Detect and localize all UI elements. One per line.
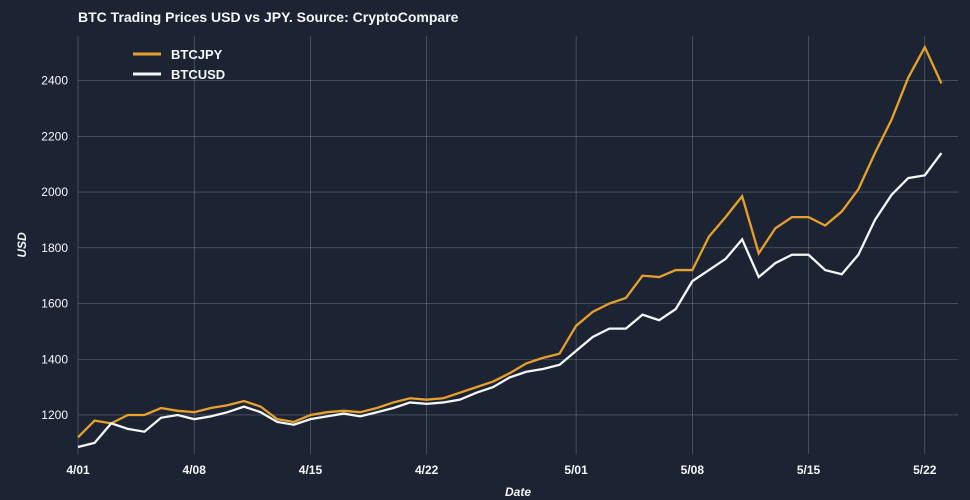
series-line-btcusd xyxy=(78,153,941,447)
x-axis-label: Date xyxy=(505,485,531,499)
y-tick-label: 1400 xyxy=(41,352,68,366)
y-tick-label: 2000 xyxy=(41,185,68,199)
y-tick-label: 2200 xyxy=(41,129,68,143)
chart-svg: 1200 1400 1600 1800 2000 2200 2400 4/01 4/08 4/15… xyxy=(0,0,970,500)
y-tick-label: 1600 xyxy=(41,297,68,311)
x-tick-label: 4/15 xyxy=(299,463,323,477)
x-tick-label: 5/15 xyxy=(797,463,821,477)
series-line-btcjpy xyxy=(78,47,941,437)
chart-title: BTC Trading Prices USD vs JPY. Source: C… xyxy=(78,9,459,25)
btc-price-chart: 1200 1400 1600 1800 2000 2200 2400 4/01 4/08 4/15… xyxy=(0,0,970,500)
y-tick-label: 1800 xyxy=(41,241,68,255)
x-tick-label: 5/01 xyxy=(564,463,588,477)
x-tick-label: 4/22 xyxy=(415,463,439,477)
legend-label-btcjpy: BTCJPY xyxy=(171,47,223,62)
y-axis-label: USD xyxy=(15,232,29,258)
y-tick-label: 1200 xyxy=(41,408,68,422)
x-tick-label: 5/22 xyxy=(913,463,937,477)
legend-label-btcusd: BTCUSD xyxy=(171,67,225,82)
x-tick-label: 4/01 xyxy=(66,463,90,477)
x-tick-label: 4/08 xyxy=(183,463,207,477)
x-tick-label: 5/08 xyxy=(681,463,705,477)
y-tick-label: 2400 xyxy=(41,74,68,88)
